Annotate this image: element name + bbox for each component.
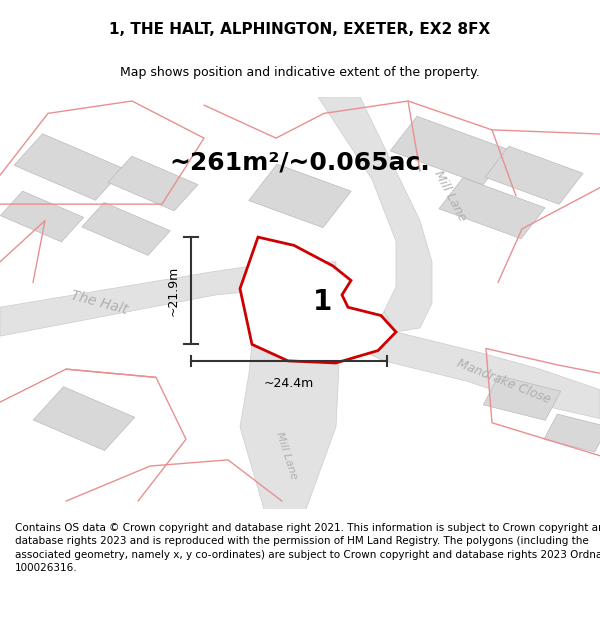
Text: Mandrake Close: Mandrake Close bbox=[455, 357, 553, 406]
Polygon shape bbox=[318, 97, 432, 332]
Polygon shape bbox=[240, 344, 339, 509]
Polygon shape bbox=[485, 146, 583, 204]
Polygon shape bbox=[0, 262, 336, 336]
Text: 1, THE HALT, ALPHINGTON, EXETER, EX2 8FX: 1, THE HALT, ALPHINGTON, EXETER, EX2 8FX bbox=[109, 21, 491, 36]
Polygon shape bbox=[439, 177, 545, 239]
Text: ~24.4m: ~24.4m bbox=[264, 378, 314, 391]
Text: Mill Lane: Mill Lane bbox=[431, 168, 469, 223]
Text: ~261m²/~0.065ac.: ~261m²/~0.065ac. bbox=[170, 151, 430, 175]
Polygon shape bbox=[14, 134, 124, 200]
Text: Contains OS data © Crown copyright and database right 2021. This information is : Contains OS data © Crown copyright and d… bbox=[15, 523, 600, 573]
Text: The Halt: The Halt bbox=[69, 289, 129, 318]
Polygon shape bbox=[390, 116, 510, 185]
Polygon shape bbox=[108, 156, 198, 211]
Polygon shape bbox=[544, 414, 600, 452]
Polygon shape bbox=[366, 311, 600, 419]
Polygon shape bbox=[1, 191, 83, 242]
Polygon shape bbox=[483, 376, 561, 420]
Text: ~21.9m: ~21.9m bbox=[167, 266, 180, 316]
Text: Map shows position and indicative extent of the property.: Map shows position and indicative extent… bbox=[120, 66, 480, 79]
Text: 1: 1 bbox=[313, 289, 332, 316]
Polygon shape bbox=[249, 164, 351, 228]
Text: Mill Lane: Mill Lane bbox=[274, 431, 299, 481]
Polygon shape bbox=[240, 237, 396, 363]
Polygon shape bbox=[82, 202, 170, 256]
Polygon shape bbox=[33, 387, 135, 451]
